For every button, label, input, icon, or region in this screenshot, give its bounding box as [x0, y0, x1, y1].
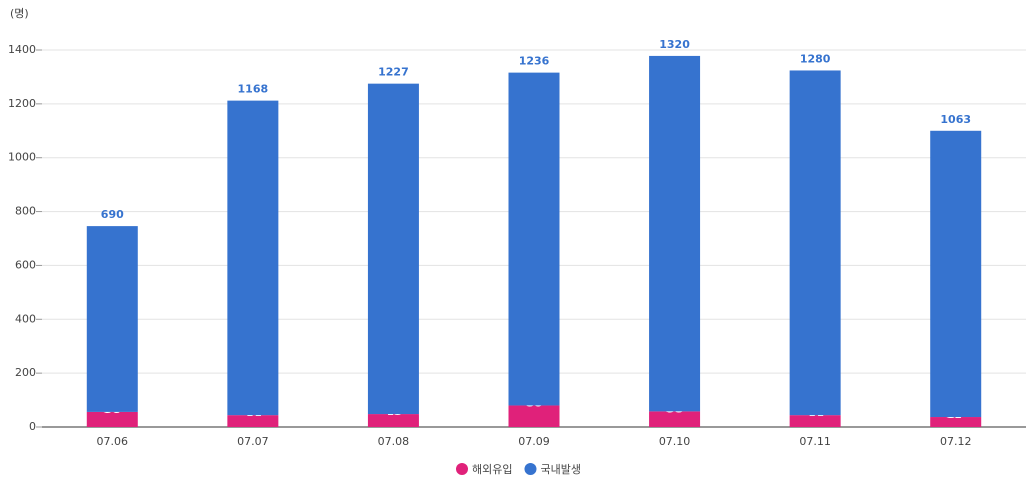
- y-tick-label: 400: [15, 312, 36, 325]
- y-tick-label: 1000: [8, 151, 36, 164]
- x-tick-label: 07.06: [97, 435, 129, 448]
- x-tick-label: 07.10: [659, 435, 691, 448]
- legend-label: 국내발생: [540, 463, 580, 476]
- value-label: 1168: [238, 83, 269, 96]
- y-tick-label: 1400: [8, 43, 36, 56]
- x-tick-label: 07.08: [378, 435, 410, 448]
- bar-segment: [508, 405, 560, 427]
- x-tick-label: 07.07: [237, 435, 269, 448]
- bar-segment: [367, 83, 419, 415]
- bar-segment: [649, 55, 701, 412]
- bar-segment: [227, 415, 279, 427]
- value-label: 1280: [800, 52, 831, 65]
- x-tick-label: 07.09: [518, 435, 550, 448]
- y-tick-label: 0: [29, 420, 36, 433]
- value-label: 1063: [940, 113, 971, 126]
- value-label: 1227: [378, 66, 409, 79]
- x-tick-label: 07.11: [799, 435, 831, 448]
- bar-segment: [789, 415, 841, 427]
- bar-segment: [86, 411, 138, 427]
- bar-segment: [227, 100, 279, 416]
- y-unit-label: (명): [10, 7, 29, 20]
- x-tick-label: 07.12: [940, 435, 972, 448]
- legend-marker: [456, 463, 468, 475]
- bar-segment: [930, 417, 982, 427]
- legend-label: 해외유입: [472, 462, 512, 476]
- bar-segment: [649, 411, 701, 427]
- bar-segment: [789, 70, 841, 416]
- bar-segment: [930, 130, 982, 418]
- y-tick-label: 800: [15, 205, 36, 218]
- y-tick-label: 1200: [8, 97, 36, 110]
- legend-marker: [524, 463, 537, 475]
- bar-segment: [508, 72, 560, 406]
- value-label: 1320: [659, 38, 690, 51]
- value-label: 690: [101, 208, 124, 221]
- value-label: 1236: [519, 55, 550, 68]
- y-tick-label: 200: [15, 366, 36, 379]
- bar-segment: [367, 414, 419, 427]
- y-tick-label: 600: [15, 258, 36, 271]
- bar-segment: [86, 226, 138, 412]
